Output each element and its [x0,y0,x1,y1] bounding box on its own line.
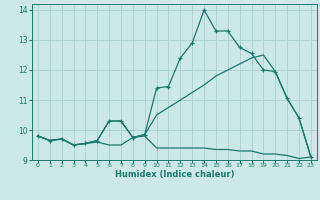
X-axis label: Humidex (Indice chaleur): Humidex (Indice chaleur) [115,170,234,179]
